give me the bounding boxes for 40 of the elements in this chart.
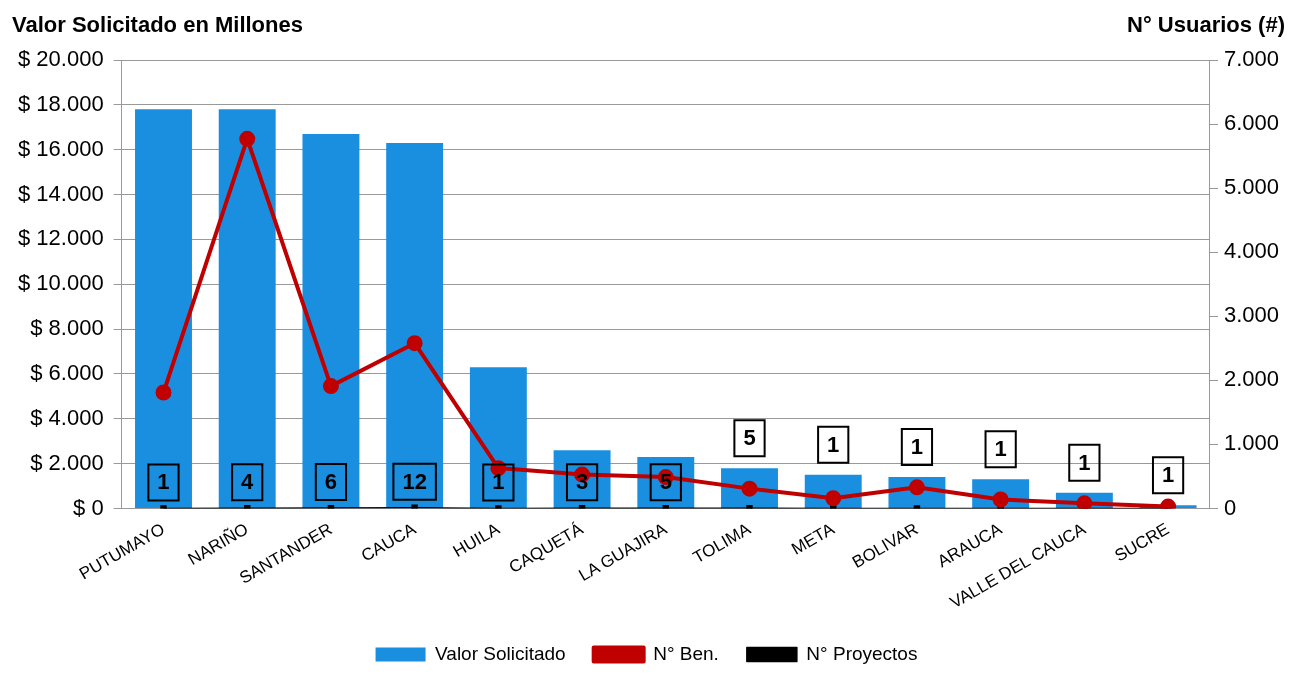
bar [386,142,444,508]
data-label: 6 [324,469,338,495]
y2-axis-title: N° Usuarios (#) [1127,12,1285,38]
y2-tick-label: 5.000 [1223,174,1280,200]
data-label: 1 [492,469,505,495]
y-tick-label: $ 20.000 [18,46,104,72]
data-label: 1 [157,469,170,495]
y-tick-label: $ 2.000 [30,449,104,475]
y-tick-label: $ 12.000 [18,225,104,251]
data-label: 5 [743,425,756,451]
y-tick-label: $ 16.000 [18,135,104,161]
data-label: 1 [1161,462,1175,488]
data-label: 1 [994,436,1007,462]
y2-tick-label: 6.000 [1223,110,1280,136]
y2-tick-label: 4.000 [1223,238,1280,264]
y-tick-label: $ 14.000 [18,180,104,206]
bar [218,109,276,508]
y-axis-title: Valor Solicitado en Millones [12,12,303,38]
y-tick-label: $ 10.000 [18,270,104,296]
bar [469,367,527,508]
bar [135,109,192,508]
bar [302,134,360,508]
data-label: 4 [241,469,255,495]
legend-label: N° Ben. [653,642,719,664]
data-label: 1 [827,431,840,457]
y2-tick-label: 7.000 [1223,46,1280,72]
y-tick-label: $ 4.000 [30,404,104,430]
y-tick-label: $ 6.000 [30,360,104,385]
data-label: 12 [402,468,427,494]
y2-tick-label: 3.000 [1223,302,1280,328]
y2-tick-label: 0 [1223,494,1237,520]
y-tick-label: $ 18.000 [18,90,104,116]
y2-tick-label: 2.000 [1223,366,1280,392]
data-label: 1 [910,434,924,460]
y-tick-label: $ 8.000 [30,315,104,341]
data-label: 1 [1078,449,1091,475]
y2-tick-label: 1.000 [1223,430,1280,456]
legend-label: Valor Solicitado [435,642,566,664]
y-tick-label: $ 0 [73,494,104,520]
legend-label: N° Proyectos [806,642,918,664]
